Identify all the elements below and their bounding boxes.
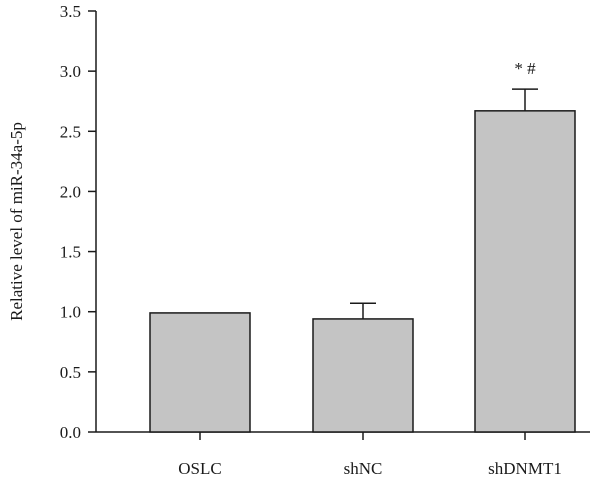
significance-annotation: * # (514, 59, 536, 78)
y-tick-label: 1.0 (60, 303, 81, 322)
bar-shnc (312, 318, 414, 433)
y-tick-label: 2.5 (60, 122, 81, 141)
y-axis: 0.0 0.5 1.0 1.5 2.0 2.5 3.0 3.5 (60, 2, 97, 442)
x-tick-label: shNC (344, 459, 383, 478)
bar-shdnmt1 (474, 110, 576, 433)
y-tick-label: 3.0 (60, 62, 81, 81)
y-tick-label: 1.5 (60, 243, 81, 262)
y-tick-label: 3.5 (60, 2, 81, 21)
x-axis: OSLC shNC shDNMT1 (96, 431, 590, 478)
y-axis-label: Relative level of miR-34a-5p (7, 122, 26, 321)
x-tick-label: shDNMT1 (488, 459, 562, 478)
y-tick-label: 0.0 (60, 423, 81, 442)
y-tick-label: 2.0 (60, 182, 81, 201)
bar-oslc (149, 312, 251, 433)
x-tick-label: OSLC (178, 459, 221, 478)
bars: * # (149, 59, 576, 433)
y-tick-label: 0.5 (60, 363, 81, 382)
